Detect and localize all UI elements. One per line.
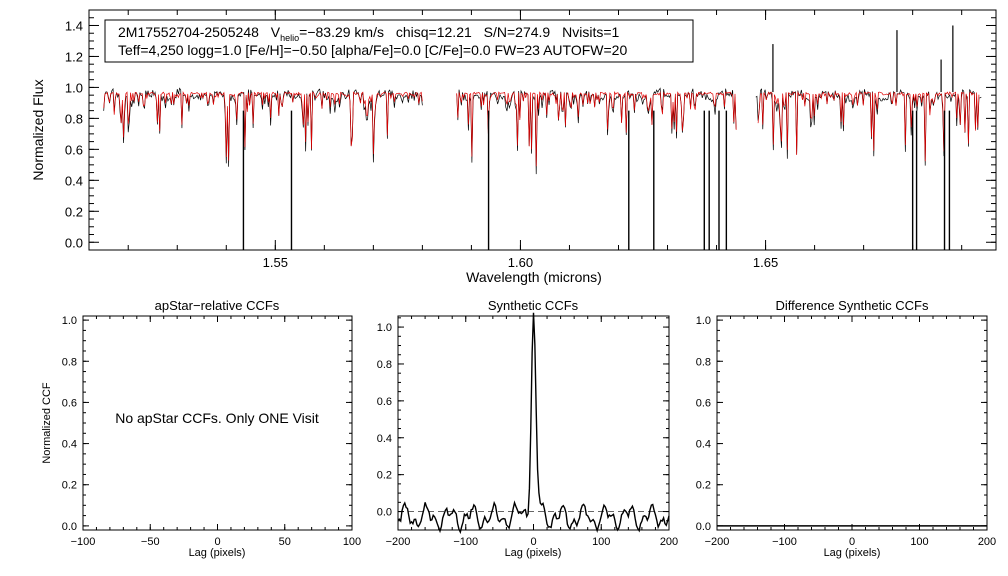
synthetic-ccf-line (397, 312, 670, 535)
model-spectrum-line (103, 90, 423, 161)
y-tick-label: 0.6 (62, 397, 77, 409)
chisq-value: chisq=12.21 (396, 24, 472, 40)
y-tick-label: 0.6 (65, 142, 83, 157)
y-tick-label: 0.0 (62, 521, 77, 533)
synthetic-ccf-ticks: −200 −100 0 100 200 0.0 0.2 0.4 0.6 0.8 1.0 (377, 316, 678, 548)
x-tick-label: 100 (592, 536, 610, 548)
diff-ccf-xlabel: Lag (pixels) (824, 547, 881, 559)
y-tick-label: 0.8 (62, 356, 77, 368)
x-tick-label: −100 (772, 536, 797, 548)
y-tick-label: 0.4 (696, 439, 711, 451)
y-tick-label: 0.2 (65, 204, 83, 219)
spectrum-panel: 1.55 1.60 1.65 0.0 0.2 0.4 0.6 0.8 1.0 1.2 1.4 2M1… (30, 9, 997, 285)
y-tick-label: 0.2 (62, 480, 77, 492)
x-tick-label: −100 (453, 536, 478, 548)
x-tick-label: 100 (910, 536, 928, 548)
snr-value: S/N=274.9 (484, 24, 551, 40)
y-tick-label: 1.0 (377, 322, 392, 334)
synthetic-ccf-frame (397, 315, 670, 531)
x-tick-label: −100 (71, 536, 96, 548)
y-tick-label: 0.6 (696, 397, 711, 409)
apstar-ccf-ylabel: Normalized CCF (41, 382, 53, 464)
apstar-ccf-annotation: No apStar CCFs. Only ONE Visit (115, 410, 319, 426)
y-tick-label: 0.0 (696, 521, 711, 533)
x-tick-label: 1.60 (508, 255, 533, 270)
spectrum-ticks: 1.55 1.60 1.65 0.0 0.2 0.4 0.6 0.8 1.0 1.2 1.4 (65, 9, 996, 270)
diff-ccf-frame (716, 315, 988, 531)
synthetic-ccf-title: Synthetic CCFs (488, 298, 579, 313)
x-tick-label: 100 (343, 536, 361, 548)
diff-ccf-title: Difference Synthetic CCFs (776, 298, 929, 313)
y-tick-label: 1.2 (65, 49, 83, 64)
spectrum-frame (88, 9, 997, 251)
x-tick-label: −50 (141, 536, 160, 548)
x-tick-label: −200 (705, 536, 730, 548)
x-tick-label: 50 (279, 536, 291, 548)
apstar-ccf-xlabel: Lag (pixels) (189, 547, 246, 559)
y-tick-label: 0.4 (62, 439, 77, 451)
y-tick-label: 1.0 (62, 315, 77, 327)
observed-spectrum-line (755, 88, 982, 166)
y-tick-label: 1.4 (65, 18, 83, 33)
x-tick-label: 0 (849, 536, 855, 548)
x-tick-label: −200 (386, 536, 411, 548)
y-tick-label: 1.0 (65, 80, 83, 95)
y-tick-label: 0.8 (65, 111, 83, 126)
star-id: 2M17552704-2505248 (118, 24, 259, 40)
v-helio-label: V (271, 24, 281, 40)
y-tick-label: 1.0 (696, 315, 711, 327)
v-helio-value: =−83.29 km/s (299, 24, 384, 40)
diff-ccf-panel: −200 −100 0 100 200 0.0 0.2 0.4 0.6 0.8 1.0 Differ… (696, 298, 996, 559)
y-tick-label: 0.6 (377, 396, 392, 408)
apstar-ccf-title: apStar−relative CCFs (155, 298, 280, 313)
y-tick-label: 0.4 (377, 433, 392, 445)
x-tick-label: 200 (978, 536, 996, 548)
nvisits-value: Nvisits=1 (562, 24, 619, 40)
x-tick-label: 200 (660, 536, 678, 548)
apstar-ccf-panel: −100 −50 0 50 100 0.0 0.2 0.4 0.6 0.8 1.0 apStar−r… (41, 298, 361, 559)
y-tick-label: 0.0 (377, 507, 392, 519)
spectrum-xlabel: Wavelength (microns) (466, 269, 602, 285)
x-tick-label: 0 (530, 536, 536, 548)
spectrum-ylabel: Normalized Flux (30, 79, 46, 180)
y-tick-label: 0.0 (65, 235, 83, 250)
model-spectrum-line (757, 90, 980, 162)
x-tick-label: 1.55 (263, 255, 288, 270)
model-spectrum-line (456, 90, 737, 167)
y-tick-label: 0.2 (696, 480, 711, 492)
diff-ccf-ticks: −200 −100 0 100 200 0.0 0.2 0.4 0.6 0.8 1.0 (696, 315, 996, 548)
spectrum-header-params: Teff=4,250 logg=1.0 [Fe/H]=−0.50 [alpha/… (118, 42, 627, 58)
synthetic-ccf-xlabel: Lag (pixels) (505, 547, 562, 559)
x-tick-label: 0 (214, 536, 220, 548)
x-tick-label: 1.65 (753, 255, 778, 270)
spectrum-header-line1: 2M17552704-2505248 Vhelio=−83.29 km/s ch… (118, 24, 620, 43)
y-tick-label: 0.8 (377, 359, 392, 371)
observed-spectrum-line (456, 87, 737, 175)
spectrum-header-box (104, 19, 694, 63)
y-tick-label: 0.4 (65, 173, 83, 188)
v-helio-subscript: helio (280, 33, 299, 43)
spectrum-lines (103, 25, 982, 250)
y-tick-label: 0.2 (377, 470, 392, 482)
apstar-ccf-ticks: −100 −50 0 50 100 0.0 0.2 0.4 0.6 0.8 1.0 (62, 315, 361, 548)
y-tick-label: 0.8 (696, 356, 711, 368)
synthetic-ccf-panel: −200 −100 0 100 200 0.0 0.2 0.4 0.6 0.8 1.0 Synthe… (377, 298, 678, 559)
synthetic-ccf-lines (397, 312, 670, 535)
